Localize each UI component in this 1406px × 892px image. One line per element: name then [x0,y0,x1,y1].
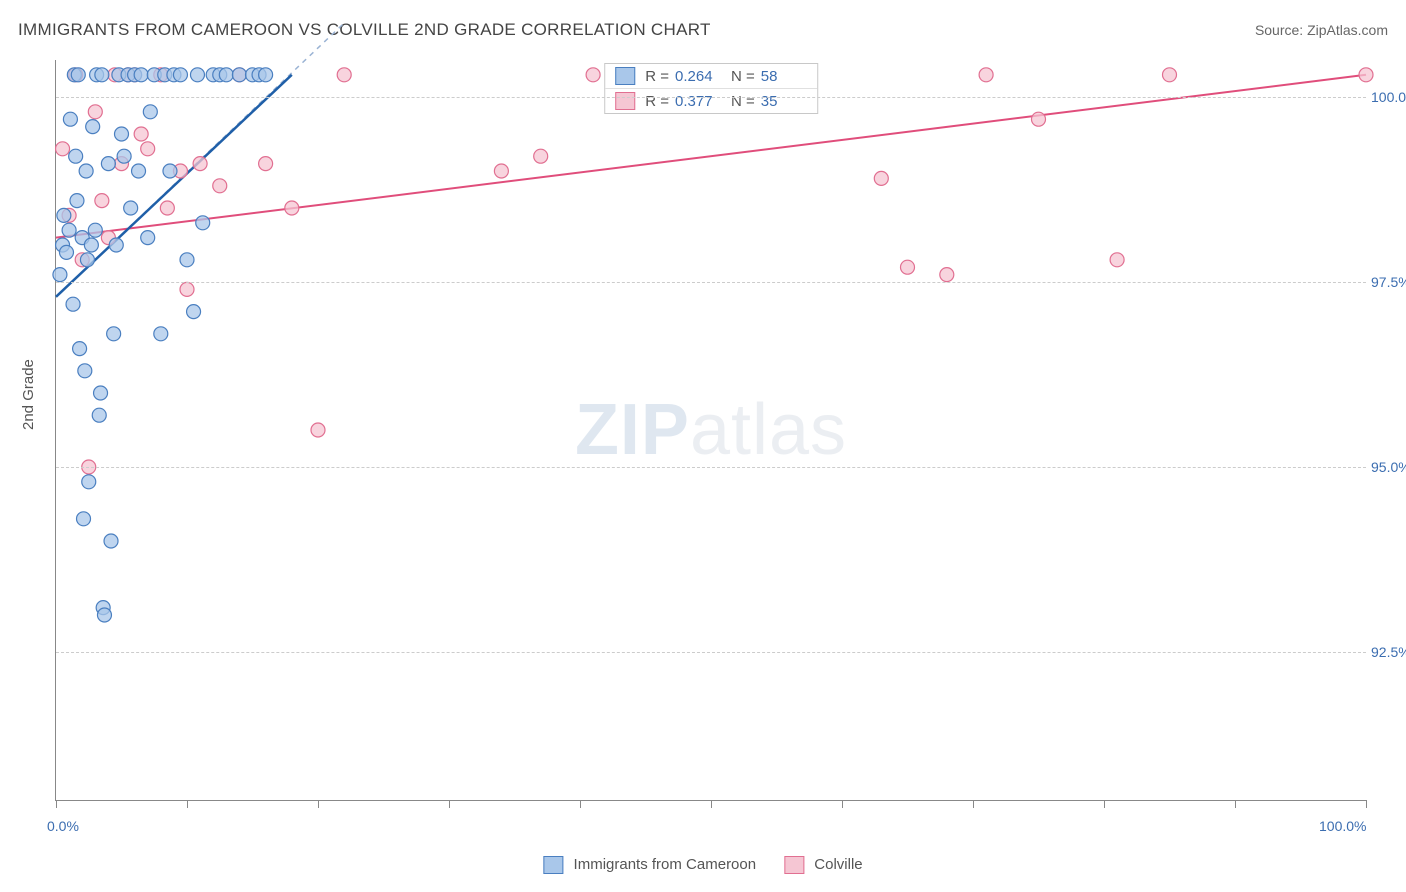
chart-canvas [56,60,1366,800]
legend-label-1: Immigrants from Cameroon [574,856,757,873]
x-tick [711,800,712,808]
x-tick [973,800,974,808]
gridline-h [56,97,1366,98]
x-tick [1366,800,1367,808]
x-tick [580,800,581,808]
x-tick [187,800,188,808]
chart-title: IMMIGRANTS FROM CAMEROON VS COLVILLE 2ND… [18,20,711,40]
plot-area: ZIPatlas R = 0.264 N = 58 R = 0.377 N = … [55,60,1366,801]
y-tick-label: 100.0% [1371,89,1406,105]
x-tick-label-min: 0.0% [47,818,79,834]
legend-item-1: Immigrants from Cameroon [543,856,756,874]
gridline-h [56,282,1366,283]
x-tick [318,800,319,808]
y-tick-label: 92.5% [1371,644,1406,660]
gridline-h [56,652,1366,653]
x-tick [842,800,843,808]
x-tick [56,800,57,808]
gridline-h [56,467,1366,468]
legend-swatch-1 [543,856,563,874]
y-tick-label: 97.5% [1371,274,1406,290]
source-attribution: Source: ZipAtlas.com [1255,22,1388,38]
x-tick-label-max: 100.0% [1319,818,1366,834]
y-tick-label: 95.0% [1371,459,1406,475]
legend: Immigrants from Cameroon Colville [543,856,862,874]
x-tick [1104,800,1105,808]
legend-item-2: Colville [784,856,863,874]
x-tick [449,800,450,808]
y-axis-title: 2nd Grade [20,359,37,430]
legend-label-2: Colville [814,856,862,873]
legend-swatch-2 [784,856,804,874]
x-tick [1235,800,1236,808]
